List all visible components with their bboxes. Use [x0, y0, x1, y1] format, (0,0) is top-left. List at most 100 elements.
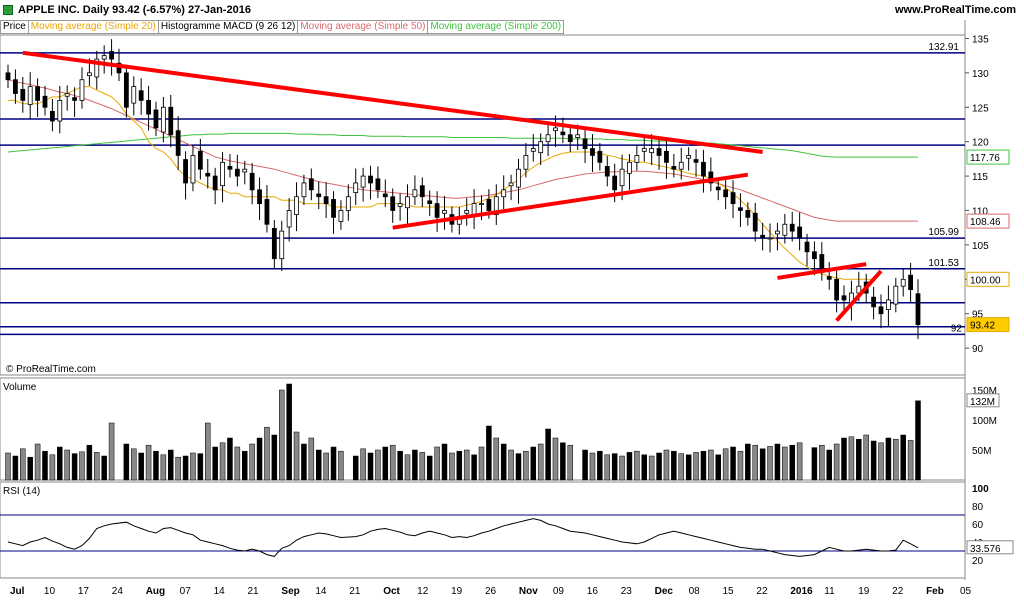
volume-bar — [419, 452, 426, 481]
candle-body — [900, 278, 906, 287]
candle-body — [153, 109, 159, 129]
candle-body — [353, 182, 359, 193]
candle-body — [908, 274, 914, 291]
candle-body — [893, 285, 899, 305]
volume-bar — [848, 436, 855, 481]
candle-body — [804, 241, 810, 253]
candle-body — [197, 150, 203, 170]
rsi-last-label: 33.576 — [970, 544, 1001, 555]
candle-body — [479, 203, 484, 206]
volume-bar — [278, 389, 285, 481]
level-label-7: 92 — [951, 323, 963, 334]
volume-bar — [160, 454, 167, 481]
candle-body — [516, 168, 521, 188]
candle-body — [405, 196, 410, 209]
rsi-axis-tick-100: 100 — [972, 484, 989, 495]
candle-body — [308, 178, 314, 191]
volume-axis-tick-1: 100M — [972, 416, 997, 427]
legend-item-4[interactable]: Moving average (Simple 200) — [428, 20, 565, 34]
volume-bar — [545, 428, 551, 481]
candle-body — [227, 166, 233, 170]
volume-bar — [412, 449, 418, 481]
x-axis-tick-2: 17 — [78, 586, 90, 597]
volume-bar — [767, 446, 773, 481]
volume-bar — [907, 440, 914, 481]
candle-body — [279, 230, 285, 260]
volume-last-box — [966, 393, 1000, 408]
candle-body — [656, 148, 662, 156]
candle-body — [575, 134, 581, 138]
candle-body — [220, 161, 225, 187]
candle-body — [723, 189, 729, 198]
candle-body — [634, 155, 640, 163]
volume-bar — [205, 422, 211, 481]
candle-body — [183, 159, 188, 184]
candle-body — [338, 210, 344, 222]
volume-axis-tick-0: 50M — [972, 446, 991, 457]
candle-body — [419, 185, 425, 198]
legend-item-3[interactable]: Moving average (Simple 50) — [298, 20, 429, 34]
legend-item-0[interactable]: Price — [0, 20, 29, 34]
value-label-3: 93.42 — [970, 321, 995, 332]
candle-body — [486, 199, 492, 211]
candle-body — [538, 141, 544, 154]
candle-body — [109, 51, 114, 60]
x-axis-tick-16: 09 — [553, 586, 565, 597]
x-axis-tick-23: 2016 — [790, 586, 813, 597]
volume-bar — [449, 452, 455, 481]
value-label-0: 117.76 — [970, 153, 1000, 164]
volume-bar — [863, 434, 869, 481]
x-axis-tick-24: 11 — [824, 586, 835, 597]
candle-body — [131, 86, 137, 104]
x-axis-tick-13: 19 — [451, 586, 463, 597]
x-axis-tick-3: 24 — [112, 586, 124, 597]
volume-bar — [367, 452, 374, 481]
candle-body — [686, 155, 692, 159]
site-link[interactable]: www.ProRealTime.com — [894, 4, 1016, 16]
volume-bar — [900, 434, 906, 481]
candle-body — [72, 97, 77, 101]
rsi-panel-title: RSI (14) — [3, 486, 40, 497]
volume-bar — [57, 446, 63, 481]
volume-bar — [271, 434, 278, 481]
candle-body — [530, 148, 536, 152]
volume-bar — [308, 437, 315, 481]
volume-bar — [138, 452, 144, 481]
candle-body — [745, 210, 751, 218]
volume-bar — [131, 448, 137, 481]
candle-body — [545, 134, 551, 143]
candle-body — [360, 175, 366, 188]
legend-item-2[interactable]: Histogramme MACD (9 26 12) — [158, 20, 299, 34]
candle-body — [826, 276, 832, 280]
candle-body — [35, 86, 40, 101]
candle-body — [693, 159, 699, 163]
trendline-3 — [835, 269, 883, 322]
volume-bar — [878, 442, 884, 481]
volume-bar — [12, 455, 19, 481]
volume-bar — [708, 449, 714, 481]
x-axis-tick-4: Aug — [146, 586, 165, 597]
volume-bar — [256, 437, 263, 481]
x-axis-tick-19: Dec — [655, 586, 674, 597]
volume-bar — [212, 446, 218, 481]
candle-body — [471, 203, 477, 216]
volume-bar — [404, 454, 411, 481]
volume-axis-tick-2: 150M — [972, 386, 997, 397]
volume-bar — [197, 453, 204, 481]
volume-bar — [648, 455, 655, 481]
volume-bar — [523, 450, 529, 481]
volume-bar — [389, 444, 396, 481]
x-axis-tick-27: Feb — [926, 586, 944, 597]
volume-bar — [493, 437, 500, 481]
candle-body — [5, 72, 11, 81]
candle-body — [331, 199, 336, 218]
candle-body — [390, 196, 396, 211]
volume-bar — [20, 448, 26, 481]
candle-body — [57, 99, 63, 122]
volume-bar — [730, 446, 736, 481]
legend-item-1[interactable]: Moving average (Simple 20) — [28, 20, 159, 34]
x-axis-tick-1: 10 — [44, 586, 56, 597]
volume-bar — [508, 449, 514, 481]
candle-body — [782, 223, 788, 236]
